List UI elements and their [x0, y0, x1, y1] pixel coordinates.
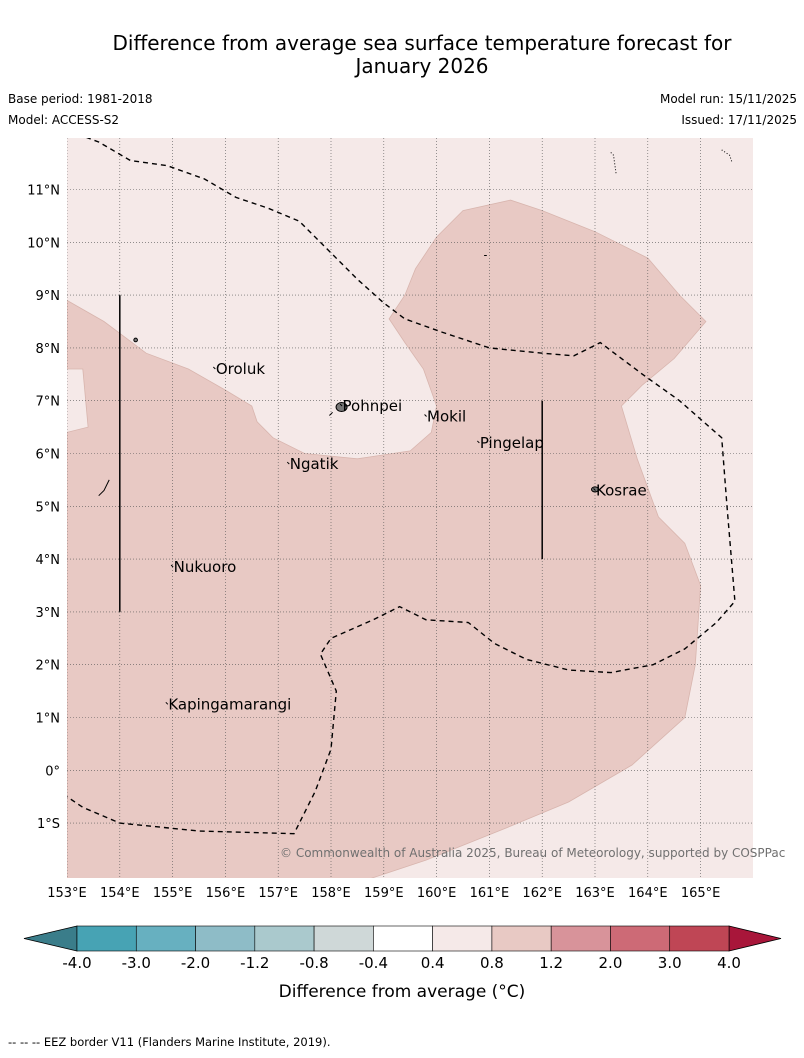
islet [329, 411, 333, 416]
place-marker [212, 366, 216, 370]
colorbar-tick-label: 3.0 [658, 954, 682, 972]
lon-tick-label: 155°E [153, 886, 193, 901]
lat-tick-label: 4°N [36, 553, 61, 568]
place-marker [165, 701, 169, 705]
place-marker [424, 414, 427, 417]
map-layer: Oroluk Pohnpei Mokil Pingelap Ngatik Kosrae Nu… [67, 138, 753, 878]
lat-tick-label: 6°N [36, 448, 61, 463]
islands [98, 149, 733, 497]
lon-tick-label: 157°E [258, 886, 298, 901]
chart-title: Difference from average sea surface temp… [40, 32, 804, 78]
place-label: Kapingamarangi [168, 695, 291, 713]
place-label: Nukuoro [174, 558, 237, 576]
anomaly-band-0.8-1.2 [67, 199, 707, 878]
place-label: Pingelap [480, 434, 544, 452]
gridlines [67, 138, 753, 878]
lon-tick-label: 160°E [417, 886, 457, 901]
colorbar-tick-label: -4.0 [62, 954, 91, 972]
colorbar-segment [610, 925, 671, 952]
lat-tick-label: 5°N [36, 500, 61, 515]
colorbar-tick-label: -1.2 [240, 954, 269, 972]
pohnpei-island [335, 402, 348, 413]
colorbar-title: Difference from average (°C) [279, 982, 526, 1002]
title-line-1: Difference from average sea surface temp… [112, 31, 732, 55]
colorbar-segment [491, 925, 552, 952]
colorbar-segment [550, 925, 611, 952]
colorbar-segment [313, 925, 374, 952]
lon-tick-label: 164°E [628, 886, 668, 901]
place-label: Pohnpei [343, 397, 403, 415]
colorbar-tick-label: -3.0 [122, 954, 151, 972]
colorbar-tick-label: 0.8 [480, 954, 504, 972]
place-label: Ngatik [290, 455, 339, 473]
colorbar-segment [135, 925, 196, 952]
lon-tick-label: 163°E [575, 886, 615, 901]
place-label: Oroluk [216, 360, 265, 378]
islet [98, 479, 110, 497]
colorbar-segment [254, 925, 315, 952]
lon-tick-label: 159°E [364, 886, 404, 901]
model-run: Model run: 15/11/2025 [659, 92, 797, 106]
lon-tick-label: 165°E [681, 886, 721, 901]
lat-tick-label: 11°N [27, 184, 60, 199]
colorbar-tick-label: 1.2 [539, 954, 563, 972]
lat-tick-label: 0° [45, 764, 60, 779]
lat-tick-label: 2°N [36, 659, 61, 674]
place-marker [476, 440, 480, 444]
lat-tick-label: 10°N [27, 236, 60, 251]
colorbar-segment [373, 925, 433, 952]
lat-tick-label: 7°N [36, 395, 61, 410]
place-marker [339, 403, 343, 407]
place-label: Mokil [427, 408, 466, 426]
islet [610, 152, 617, 174]
colorbar-tick-label: 0.4 [421, 954, 445, 972]
colorbar-extend-low [23, 925, 78, 952]
eez-border [67, 138, 736, 835]
colorbar-tick-label: -2.0 [181, 954, 210, 972]
place-marker [170, 564, 174, 568]
issued-date: Issued: 17/11/2025 [681, 113, 797, 127]
eez-footnote: -- -- -- EEZ border V11 (Flanders Marine… [8, 1035, 331, 1049]
place-marker [286, 461, 290, 465]
title-line-2: January 2026 [355, 54, 489, 78]
forecast-map: Oroluk Pohnpei Mokil Pingelap Ngatik Kosrae Nu… [23, 138, 785, 1002]
lon-tick-label: 153°E [47, 886, 87, 901]
colorbar-segment [76, 925, 137, 952]
lat-tick-label: 9°N [36, 289, 61, 304]
colorbar-segment [195, 925, 256, 952]
copyright-notice: © Commonwealth of Australia 2025, Bureau… [280, 846, 785, 860]
lon-tick-label: 158°E [311, 886, 351, 901]
lon-tick-label: 156°E [206, 886, 246, 901]
base-period: Base period: 1981-2018 [8, 92, 153, 106]
lat-tick-label: 1°N [36, 712, 61, 727]
lon-tick-label: 162°E [522, 886, 562, 901]
lon-tick-label: 161°E [470, 886, 510, 901]
colorbar-tick-label: 2.0 [599, 954, 623, 972]
islet [133, 337, 138, 343]
islet [721, 149, 733, 164]
place-label: Kosrae [596, 481, 647, 499]
lat-tick-label: 3°N [36, 606, 61, 621]
colorbar-extend-high [728, 925, 782, 952]
colorbar: -4.0 -3.0 -2.0 -1.2 -0.8 -0.4 0.4 0.8 1.2 2.0 3.0 4… [23, 925, 782, 1002]
colorbar-segment [432, 925, 493, 952]
colorbar-tick-label: -0.8 [299, 954, 328, 972]
lon-tick-label: 154°E [100, 886, 140, 901]
colorbar-tick-label: 4.0 [717, 954, 741, 972]
lat-tick-label: 1°S [37, 817, 60, 832]
colorbar-segment [669, 925, 730, 952]
place-marker [593, 488, 596, 491]
lat-tick-label: 8°N [36, 342, 61, 357]
model-name: Model: ACCESS-S2 [8, 113, 120, 127]
colorbar-tick-label: -0.4 [359, 954, 388, 972]
